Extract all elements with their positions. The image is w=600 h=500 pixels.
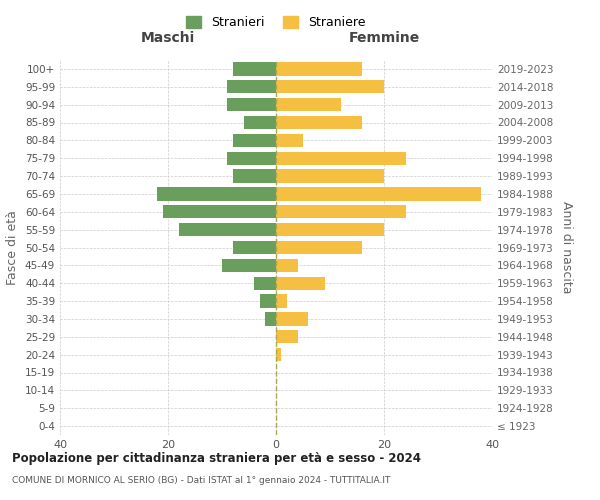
Bar <box>227 80 276 94</box>
Bar <box>276 294 287 308</box>
Bar <box>276 241 362 254</box>
Legend: Stranieri, Straniere: Stranieri, Straniere <box>181 11 371 34</box>
Bar <box>276 116 362 129</box>
Text: Maschi: Maschi <box>141 31 195 45</box>
Text: Popolazione per cittadinanza straniera per età e sesso - 2024: Popolazione per cittadinanza straniera p… <box>12 452 421 465</box>
Bar <box>227 98 276 112</box>
Y-axis label: Fasce di età: Fasce di età <box>7 210 19 285</box>
Bar <box>276 330 298 344</box>
Bar <box>233 134 276 147</box>
Text: COMUNE DI MORNICO AL SERIO (BG) - Dati ISTAT al 1° gennaio 2024 - TUTTITALIA.IT: COMUNE DI MORNICO AL SERIO (BG) - Dati I… <box>12 476 391 485</box>
Bar <box>276 80 384 94</box>
Y-axis label: Anni di nascita: Anni di nascita <box>560 201 573 294</box>
Bar <box>276 223 384 236</box>
Bar <box>265 312 276 326</box>
Bar <box>157 187 276 200</box>
Bar <box>254 276 276 290</box>
Bar <box>276 205 406 218</box>
Bar <box>233 62 276 76</box>
Bar <box>276 348 281 362</box>
Bar <box>233 170 276 183</box>
Bar <box>276 312 308 326</box>
Bar <box>222 258 276 272</box>
Bar <box>276 258 298 272</box>
Bar <box>276 276 325 290</box>
Bar <box>244 116 276 129</box>
Bar <box>276 62 362 76</box>
Bar <box>276 134 303 147</box>
Bar <box>276 152 406 165</box>
Bar <box>163 205 276 218</box>
Bar <box>233 241 276 254</box>
Bar <box>276 170 384 183</box>
Text: Femmine: Femmine <box>349 31 419 45</box>
Bar <box>179 223 276 236</box>
Bar <box>276 187 481 200</box>
Bar <box>276 98 341 112</box>
Bar <box>260 294 276 308</box>
Bar <box>227 152 276 165</box>
